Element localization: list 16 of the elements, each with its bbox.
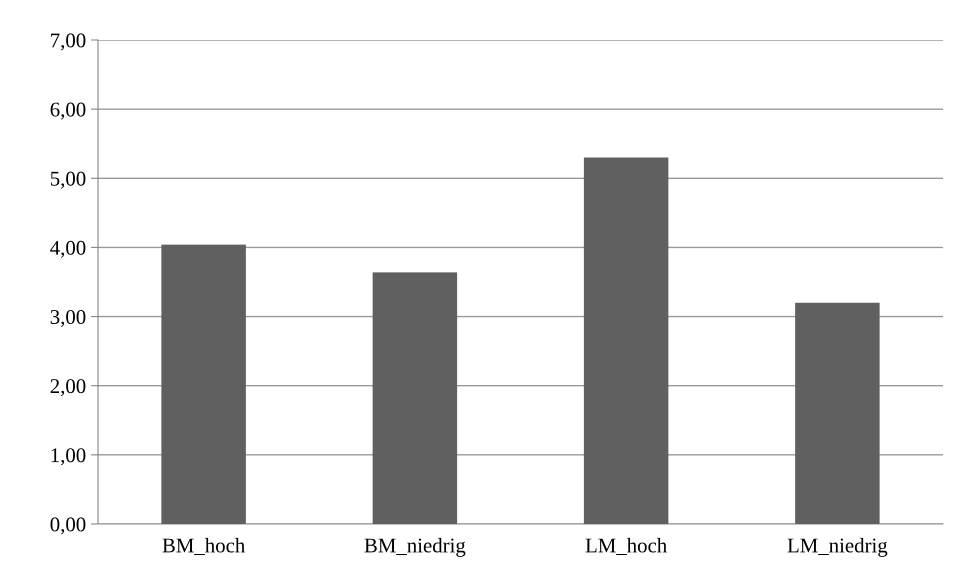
y-tick-label: 5,00 bbox=[50, 172, 86, 189]
x-tick-label: LM_hoch bbox=[586, 538, 667, 556]
y-tick-label: 7,00 bbox=[51, 33, 86, 50]
x-tick-label: BM_hoch bbox=[162, 538, 246, 556]
y-tick-label: 1,00 bbox=[52, 448, 86, 466]
y-tick-label: 3,00 bbox=[50, 310, 86, 328]
bar bbox=[584, 158, 668, 524]
bar bbox=[795, 302, 880, 524]
y-tick-label: 2,00 bbox=[50, 379, 86, 396]
y-tick-label: 0,00 bbox=[50, 517, 86, 534]
y-tick-label: 4,00 bbox=[50, 240, 86, 258]
bar bbox=[161, 244, 246, 524]
y-tick-label: 6,00 bbox=[50, 102, 86, 120]
x-tick-label: BM_niedrig bbox=[364, 538, 466, 557]
bar bbox=[372, 272, 458, 524]
x-tick-label: LM_niedrig bbox=[788, 538, 888, 557]
